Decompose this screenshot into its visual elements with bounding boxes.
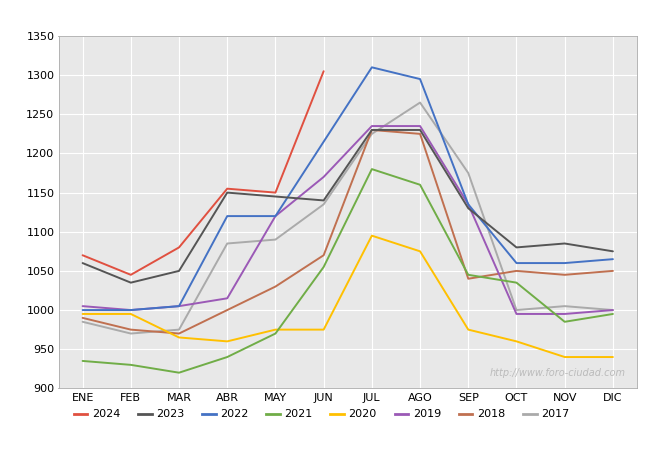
Text: 2017: 2017 (541, 410, 569, 419)
Text: 2019: 2019 (413, 410, 441, 419)
Text: 2018: 2018 (477, 410, 505, 419)
Text: Afiliados en Parres a 31/5/2024: Afiliados en Parres a 31/5/2024 (167, 8, 483, 26)
Text: 2020: 2020 (348, 410, 377, 419)
Text: 2024: 2024 (92, 410, 120, 419)
Text: http://www.foro-ciudad.com: http://www.foro-ciudad.com (489, 368, 625, 378)
Text: 2023: 2023 (156, 410, 184, 419)
Text: 2021: 2021 (284, 410, 313, 419)
Text: 2022: 2022 (220, 410, 248, 419)
